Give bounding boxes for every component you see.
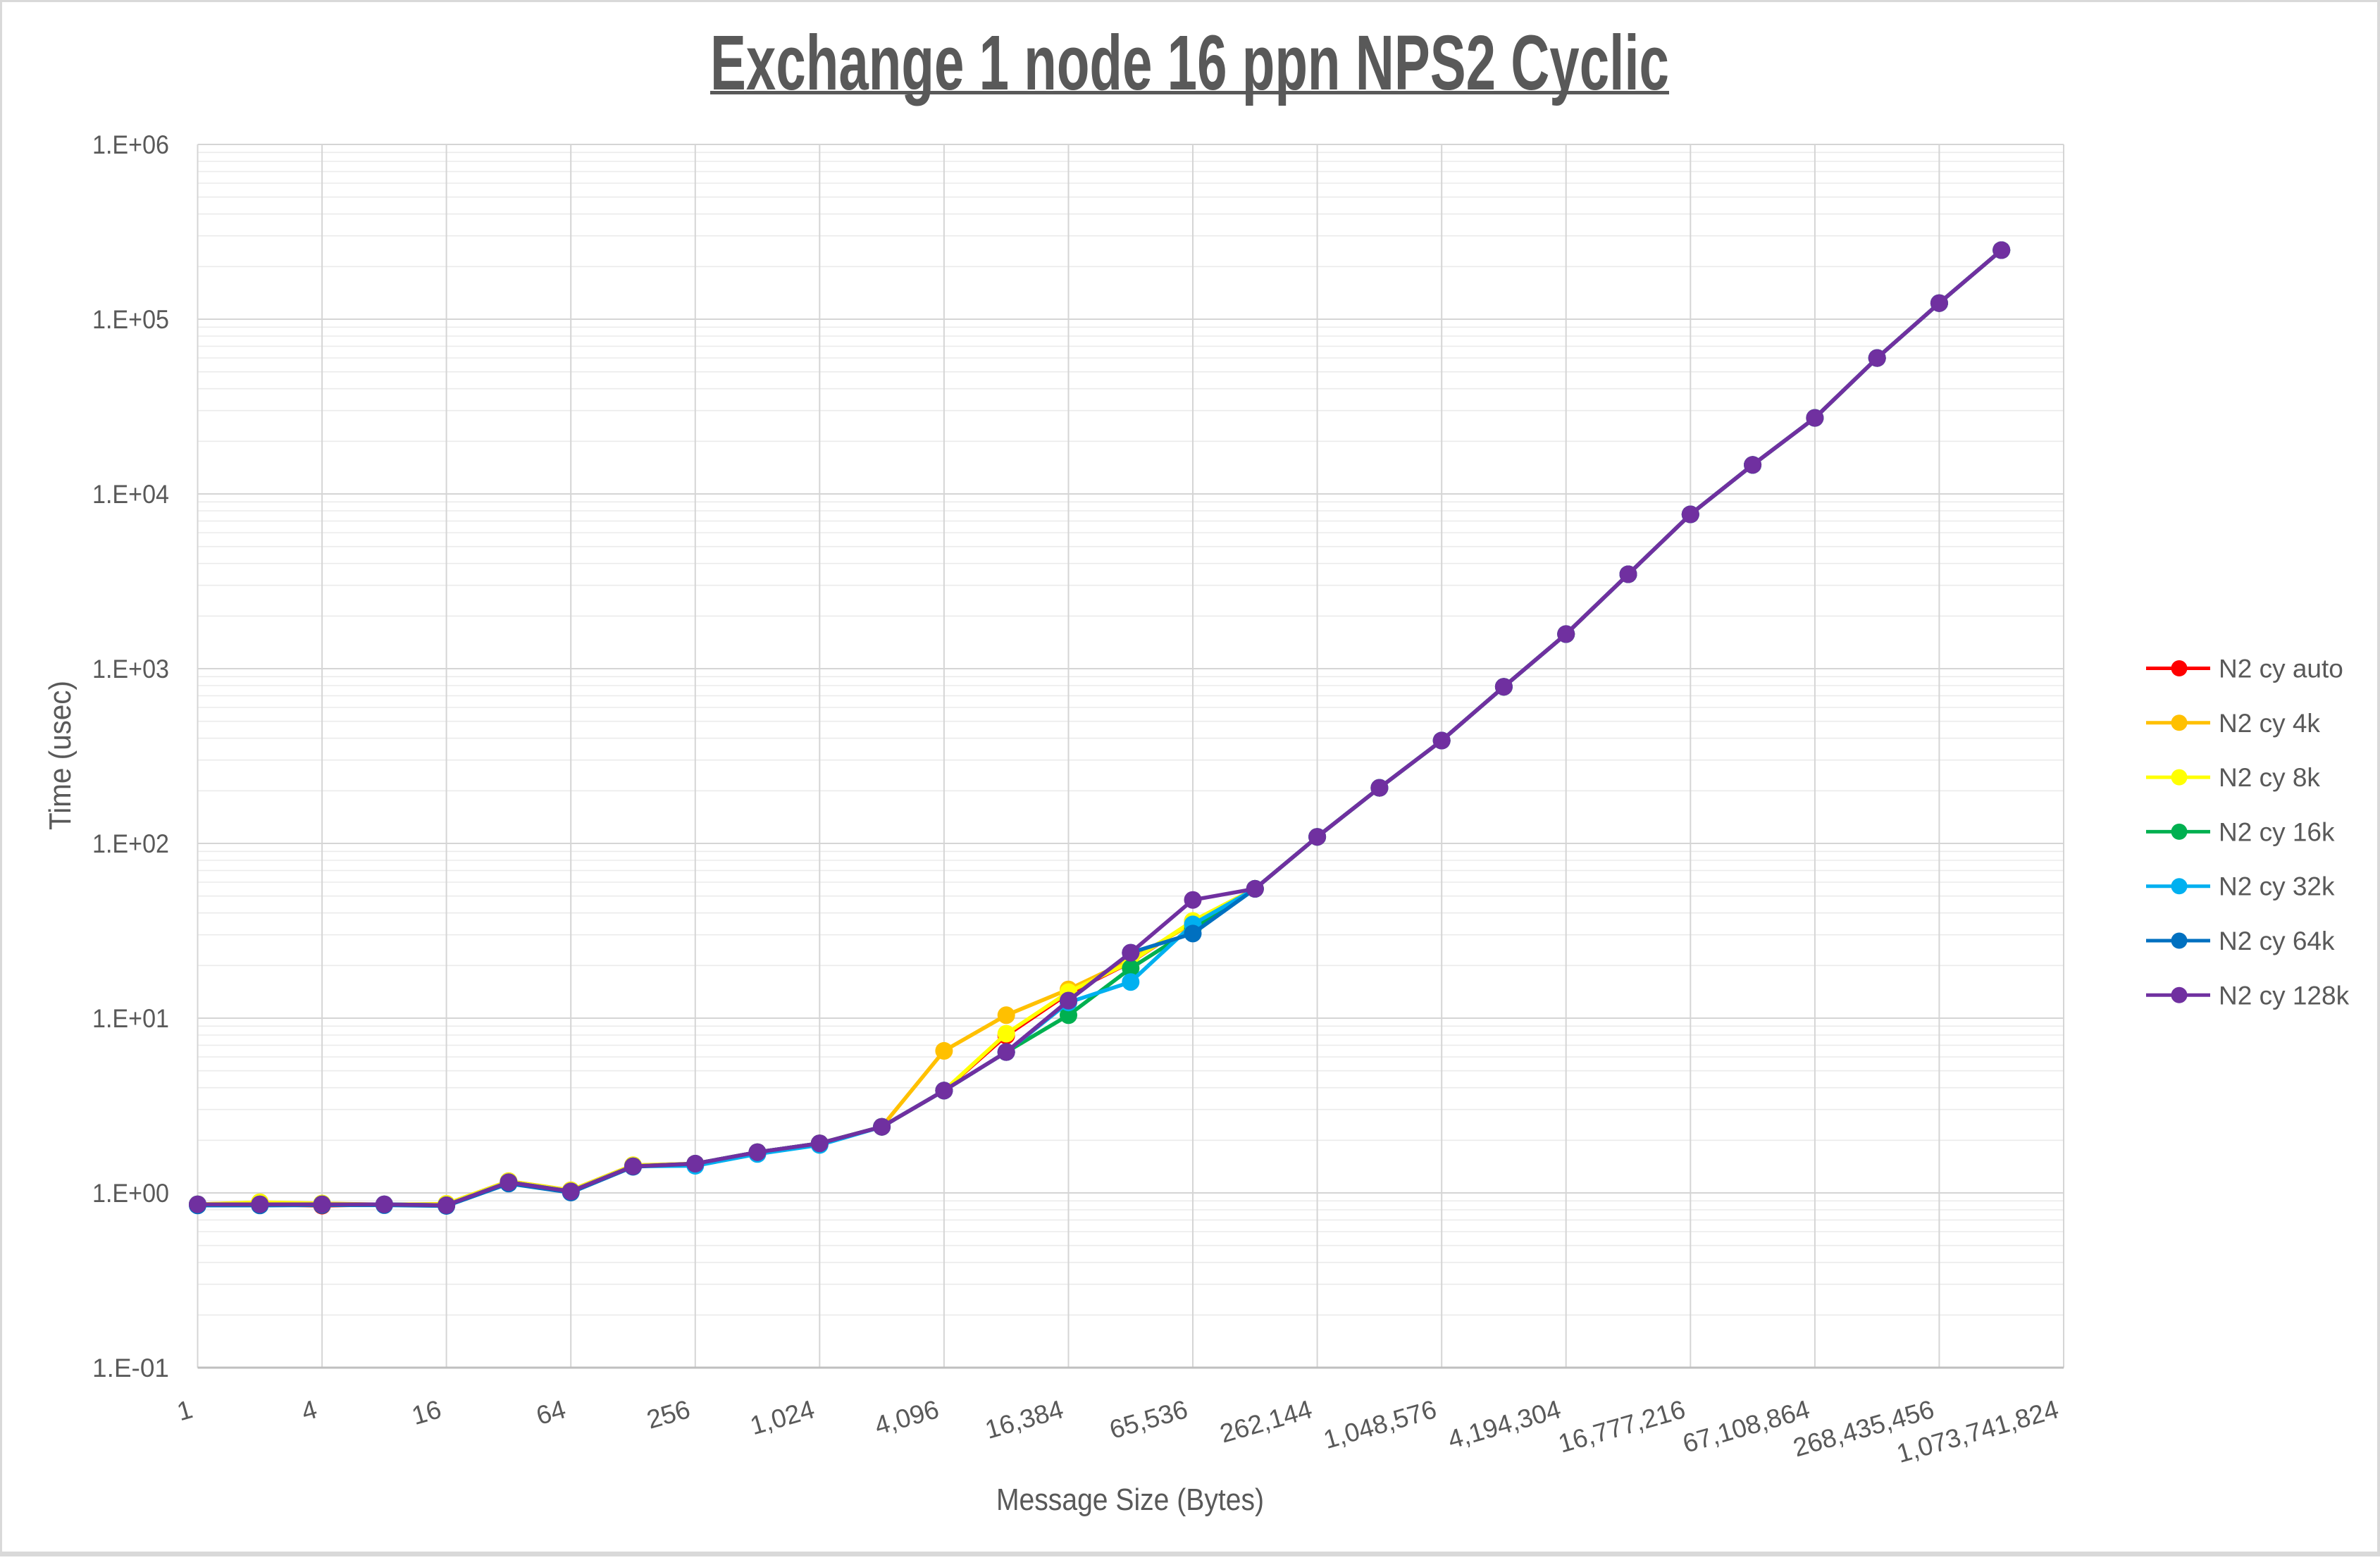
- svg-text:N2 cy 16k: N2 cy 16k: [2219, 817, 2335, 846]
- svg-text:1.E+06: 1.E+06: [92, 130, 169, 159]
- svg-text:Message Size (Bytes): Message Size (Bytes): [996, 1482, 1264, 1517]
- svg-text:1.E+05: 1.E+05: [92, 305, 169, 334]
- svg-text:N2 cy 128k: N2 cy 128k: [2219, 981, 2350, 1010]
- svg-text:N2 cy 64k: N2 cy 64k: [2219, 927, 2335, 955]
- svg-text:1.E+04: 1.E+04: [92, 480, 169, 509]
- svg-text:N2 cy auto: N2 cy auto: [2219, 655, 2343, 683]
- svg-text:1.E+02: 1.E+02: [92, 829, 169, 858]
- svg-text:1.E-01: 1.E-01: [92, 1354, 169, 1382]
- svg-text:N2 cy 4k: N2 cy 4k: [2219, 709, 2320, 738]
- svg-text:N2 cy 8k: N2 cy 8k: [2219, 763, 2320, 792]
- svg-text:1.E+01: 1.E+01: [92, 1004, 169, 1033]
- svg-text:1.E+03: 1.E+03: [92, 655, 169, 683]
- svg-text:1.E+00: 1.E+00: [92, 1179, 169, 1208]
- svg-text:Time (usec): Time (usec): [43, 681, 78, 830]
- svg-text:N2 cy 32k: N2 cy 32k: [2219, 872, 2335, 901]
